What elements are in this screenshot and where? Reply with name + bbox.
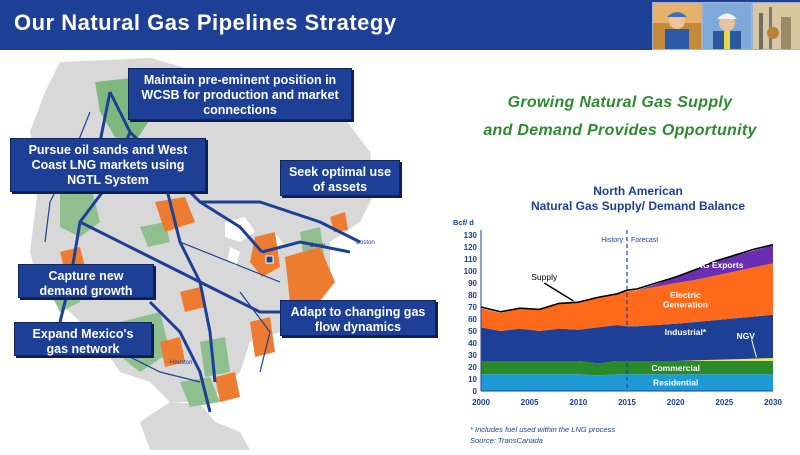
worker-photo [652,2,702,50]
map-label-boston: Boston [356,240,375,246]
y-tick-label: 10 [468,375,477,384]
y-tick-label: 50 [468,327,477,336]
y-tick-label: 70 [468,303,477,312]
area-residential [481,374,773,391]
y-tick-label: 30 [468,351,477,360]
y-tick-label: 60 [468,315,477,324]
residential-label: Residential [653,378,698,388]
electric-label-line-2: Generation [663,300,708,310]
y-tick-label: 120 [464,243,478,252]
electric-label-line-1: Electric [670,290,701,300]
y-tick-label: 80 [468,291,477,300]
callout-capture-demand: Capture new demand growth [18,264,154,298]
y-tick-label: 40 [468,339,477,348]
y-tick-label: 0 [473,387,478,396]
x-tick-label: 2030 [764,398,782,407]
area-industrial [481,314,773,364]
slide-title: Our Natural Gas Pipelines Strategy [14,10,397,35]
callout-adapt-flow: Adapt to changing gas flow dynamics [280,300,436,336]
x-tick-label: 2025 [715,398,733,407]
lng-exports-label: LNG Exports [692,260,744,270]
x-tick-label: 2020 [667,398,685,407]
industrial-label: Industrial* [665,327,707,337]
x-tick-label: 2010 [569,398,587,407]
area-ngv [481,358,773,364]
headline-line-2: and Demand Provides Opportunity [483,122,757,139]
supply-label: Supply [531,272,558,282]
worker-with-hardhat-photo [702,2,752,50]
x-tick-label: 2005 [521,398,539,407]
callout-pursue-oil-sands: Pursue oil sands and West Coast LNG mark… [10,138,206,192]
supply-pointer [543,282,574,302]
chart-title-line-2: Natural Gas Supply/ Demand Balance [530,199,746,213]
y-tick-label: 90 [468,279,477,288]
x-tick-label: 2015 [618,398,636,407]
history-label: History [601,237,623,244]
y-tick-label: 100 [464,267,478,276]
supply-line [480,243,774,313]
y-tick-label: 110 [464,255,477,264]
y-tick-label: 130 [464,231,478,240]
ngv-pointer [751,339,757,358]
commercial-label: Commercial [651,363,700,373]
map-label-dawn: Dawn [310,243,325,249]
headline-line-1: Growing Natural Gas Supply [507,94,733,111]
gas-facility-photo [752,2,800,50]
footnote-source: Source: TransCanada [470,436,543,445]
y-tick-label: 20 [468,363,477,372]
ngv-label: NGV [737,331,756,341]
footnote-lng: * Includes fuel used within the LNG proc… [470,425,616,434]
callout-seek-optimal-assets: Seek optimal use of assets [280,160,400,196]
callout-maintain-wcsb: Maintain pre-eminent position in WCSB fo… [128,68,352,120]
supply-demand-chart: 0 10 20 30 40 50 60 70 80 90 100 110 120 130 2000 2005 2… [440,210,800,450]
x-tick-label: 2000 [472,398,490,407]
map-label-houston: Houston [170,360,192,366]
chart-title-line-1: North American [593,184,683,198]
y-axis-label: Bcf/ d [453,218,474,227]
forecast-label: Forecast [631,237,658,244]
callout-expand-mexico: Expand Mexico's gas network [14,322,152,356]
area-commercial [481,361,773,376]
slide-header: Our Natural Gas Pipelines Strategy [0,0,800,50]
area-electric-generation [481,263,773,331]
